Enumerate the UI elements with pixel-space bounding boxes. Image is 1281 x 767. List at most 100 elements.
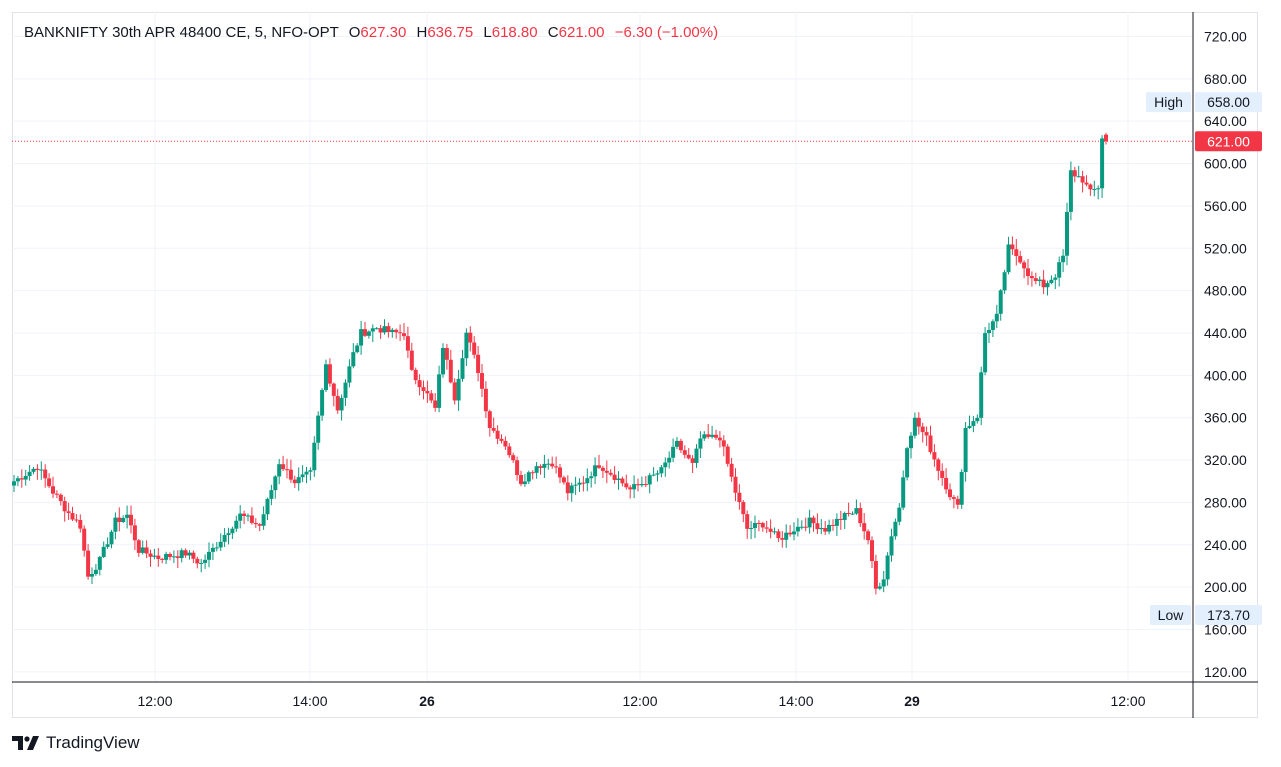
- candle: [749, 520, 754, 540]
- candle: [207, 542, 211, 568]
- candle: [1096, 185, 1101, 200]
- candle: [437, 365, 442, 413]
- candle: [1080, 170, 1085, 193]
- candle: [1061, 249, 1066, 273]
- candle: [682, 445, 687, 459]
- legend-symbol: BANKNIFTY 30th APR 48400 CE, 5, NFO-OPT: [24, 24, 339, 41]
- candle: [448, 349, 453, 384]
- candle: [558, 463, 562, 484]
- candle: [327, 358, 332, 387]
- candle: [476, 346, 481, 382]
- candle: [624, 474, 629, 490]
- candle: [308, 467, 313, 481]
- candle: [15, 476, 20, 487]
- tradingview-logo-icon: [12, 736, 39, 750]
- candle: [636, 478, 640, 492]
- candle: [74, 514, 79, 523]
- candle: [335, 388, 340, 414]
- candle: [265, 497, 270, 521]
- candle: [1053, 274, 1058, 290]
- candle: [772, 527, 777, 535]
- legend-low-label: L: [483, 24, 492, 41]
- candle: [780, 530, 785, 548]
- candle: [82, 525, 87, 557]
- y-tick-label: 240.00: [1204, 537, 1247, 553]
- candle: [398, 324, 403, 341]
- candle: [472, 336, 477, 359]
- candle: [249, 507, 254, 525]
- candle: [561, 475, 566, 485]
- candle: [31, 466, 36, 475]
- x-tick-label: 12:00: [137, 693, 172, 709]
- candle: [273, 475, 278, 499]
- candle: [292, 475, 297, 488]
- candle: [647, 472, 652, 494]
- y-tick-label: 720.00: [1204, 28, 1247, 44]
- symbol-legend: BANKNIFTY 30th APR 48400 CE, 5, NFO-OPT …: [24, 24, 718, 41]
- y-tick-label: 360.00: [1204, 410, 1247, 426]
- candle: [795, 518, 800, 537]
- candle: [655, 470, 660, 482]
- candle: [288, 459, 293, 483]
- candle: [47, 473, 52, 489]
- candle: [608, 469, 613, 477]
- candle: [955, 495, 960, 510]
- candle: [983, 327, 988, 376]
- candle: [729, 457, 734, 482]
- candle: [597, 454, 601, 469]
- price-axis[interactable]: 120.00 160.00 200.00 240.00 280.00 320.00 360.…: [1204, 28, 1247, 679]
- candle: [35, 464, 40, 480]
- candle: [924, 426, 929, 446]
- candle: [881, 571, 886, 593]
- candle: [901, 470, 906, 511]
- time-axis[interactable]: 12:00 14:00 26 12:00 14:00 29 12:00: [137, 693, 1145, 709]
- candle: [912, 412, 917, 439]
- candle: [741, 500, 746, 523]
- high-label-badge: High: [1154, 94, 1183, 110]
- candle: [776, 528, 781, 543]
- candle: [105, 537, 110, 549]
- candles: [12, 132, 1108, 595]
- candle: [753, 515, 757, 538]
- candle: [990, 319, 995, 338]
- candle: [316, 411, 321, 450]
- candle: [441, 343, 445, 378]
- x-tick-label: 14:00: [778, 693, 813, 709]
- candle: [1045, 280, 1050, 296]
- tradingview-brand[interactable]: TradingView: [12, 733, 140, 753]
- x-tick-label: 29: [904, 693, 920, 709]
- candle: [1006, 236, 1011, 275]
- candle: [324, 359, 328, 392]
- x-tick-label: 12:00: [622, 693, 657, 709]
- y-tick-label: 520.00: [1204, 240, 1247, 256]
- candle: [854, 499, 859, 515]
- candle: [1026, 258, 1030, 285]
- candle: [487, 409, 492, 437]
- last-price-badge: 621.00: [1207, 133, 1250, 149]
- candle: [799, 520, 804, 530]
- candle: [413, 367, 418, 385]
- candle: [1084, 175, 1089, 187]
- candle: [156, 548, 161, 567]
- candle: [1010, 236, 1015, 255]
- low-label-badge-bg: [1150, 604, 1191, 625]
- candle: [452, 378, 457, 405]
- candle: [152, 548, 157, 560]
- candle: [569, 482, 574, 502]
- candle: [889, 528, 894, 562]
- candle: [460, 349, 465, 382]
- candle: [43, 464, 48, 488]
- candle: [58, 493, 63, 506]
- candle: [581, 476, 586, 492]
- candle: [834, 513, 839, 536]
- candle: [195, 556, 200, 569]
- candle: [643, 475, 648, 488]
- legend-open-value: 627.30: [360, 24, 407, 41]
- candle: [429, 390, 434, 404]
- candle: [363, 321, 367, 337]
- candle: [1068, 161, 1073, 221]
- low-label-badge: Low: [1158, 607, 1185, 623]
- y-tick-label: 560.00: [1204, 198, 1247, 214]
- candle: [19, 469, 24, 488]
